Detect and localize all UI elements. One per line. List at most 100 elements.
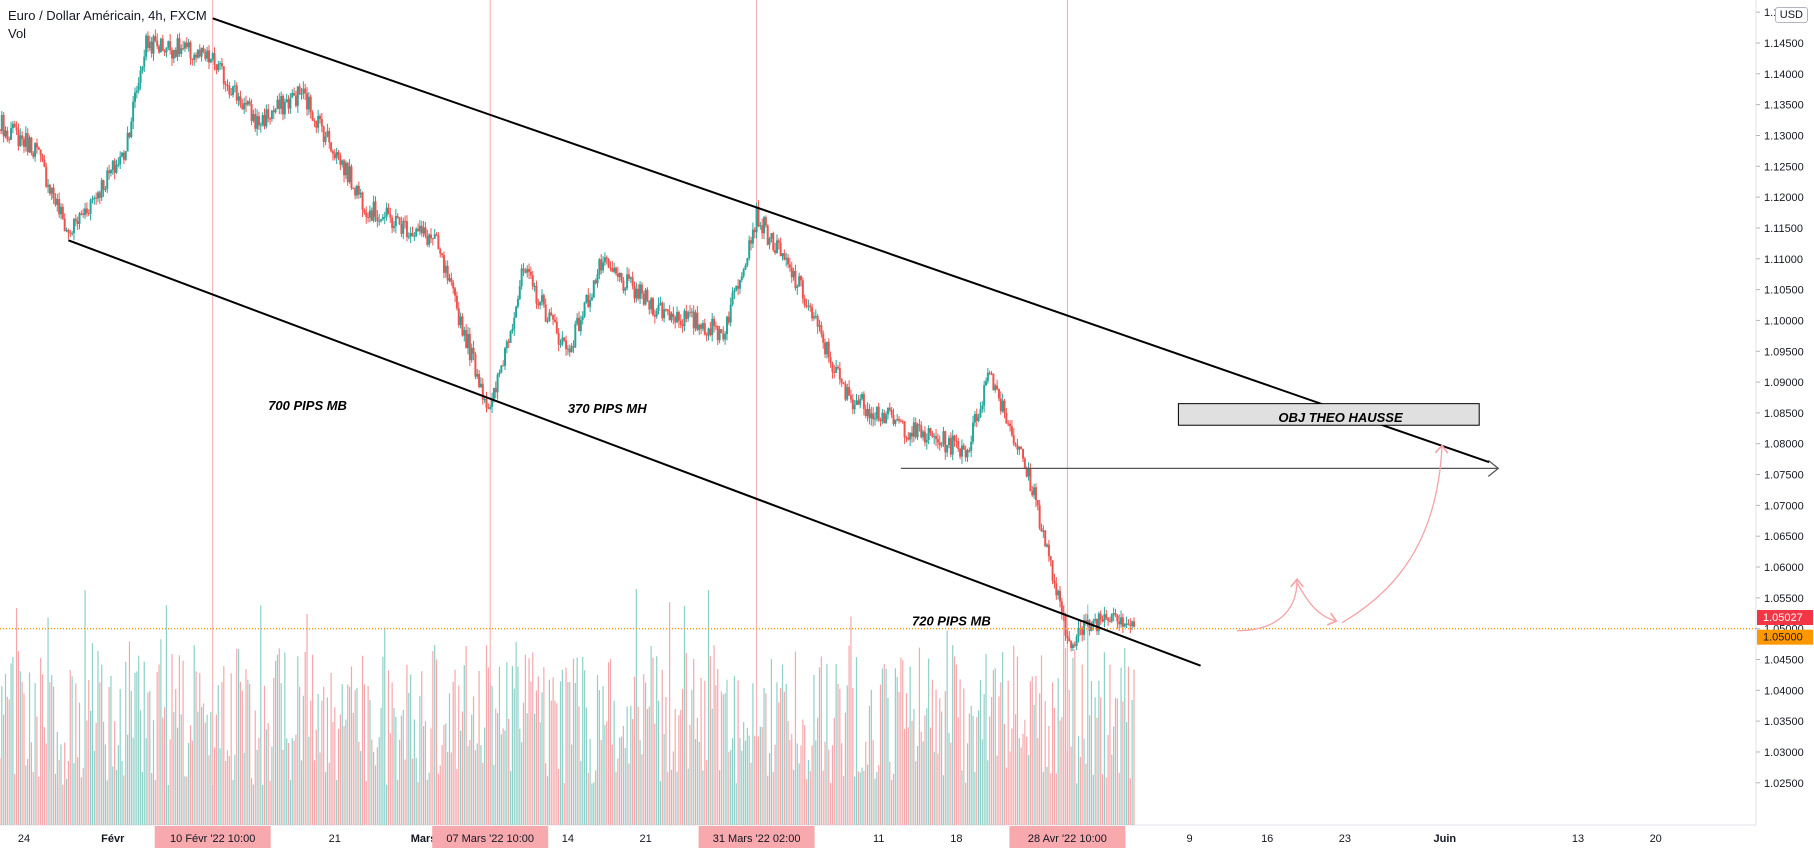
volume-bar bbox=[47, 617, 49, 825]
candle-body bbox=[774, 250, 777, 253]
volume-bar bbox=[1079, 756, 1081, 825]
volume-bar bbox=[665, 696, 667, 825]
volume-bar bbox=[487, 667, 489, 825]
candle-body bbox=[835, 367, 838, 373]
candle-body bbox=[946, 445, 949, 453]
event-vertical-lines bbox=[212, 0, 1068, 825]
volume-legend[interactable]: Vol bbox=[8, 26, 27, 41]
volume-bar bbox=[184, 776, 186, 825]
candle-body bbox=[126, 132, 129, 152]
candle-body bbox=[557, 333, 560, 345]
price-tick-label: 1.04000 bbox=[1764, 685, 1804, 697]
volume-bar bbox=[837, 683, 839, 825]
volume-bar bbox=[622, 726, 624, 825]
volume-bar bbox=[576, 657, 578, 825]
volume-bar bbox=[800, 745, 802, 825]
candle-body bbox=[1001, 400, 1004, 412]
volume-bar bbox=[191, 740, 193, 825]
price-tick-label: 1.06500 bbox=[1764, 531, 1804, 543]
candle-body bbox=[1120, 617, 1123, 625]
volume-bar bbox=[889, 761, 891, 825]
volume-bar bbox=[415, 757, 417, 825]
volume-bar bbox=[101, 664, 103, 825]
candle-body bbox=[1081, 628, 1084, 635]
volume-bar bbox=[526, 713, 528, 825]
candle-body bbox=[574, 323, 577, 348]
candle-body bbox=[1012, 435, 1015, 444]
volume-bar bbox=[532, 652, 534, 825]
candle-body bbox=[282, 96, 284, 115]
volume-bar bbox=[365, 780, 367, 825]
volume-bar bbox=[850, 616, 852, 825]
volume-bar bbox=[480, 745, 482, 825]
volume-bar bbox=[1133, 669, 1135, 825]
time-highlight-box bbox=[1009, 826, 1126, 848]
volume-bar bbox=[685, 652, 687, 825]
volume-bar bbox=[772, 771, 774, 825]
candle-body bbox=[313, 120, 316, 122]
volume-bar bbox=[432, 651, 434, 825]
candle-body bbox=[999, 398, 1002, 412]
candle-body bbox=[848, 387, 851, 396]
volume-bar bbox=[650, 646, 652, 825]
candle-body bbox=[159, 38, 162, 53]
volume-bar bbox=[236, 648, 238, 825]
volume-bar bbox=[578, 706, 580, 825]
volume-bar bbox=[1013, 645, 1015, 825]
candle-body bbox=[143, 56, 146, 67]
candle-body bbox=[341, 160, 344, 165]
candle-body bbox=[413, 236, 416, 238]
volume-bar bbox=[210, 712, 212, 825]
volume-bar bbox=[589, 738, 591, 825]
volume-bar bbox=[804, 725, 806, 825]
volume-bar bbox=[352, 713, 354, 825]
volume-bar bbox=[1092, 774, 1094, 825]
volume-bar bbox=[171, 653, 173, 825]
candle-body bbox=[611, 268, 614, 272]
candle-body bbox=[639, 284, 642, 299]
time-tick-label: 21 bbox=[329, 833, 341, 845]
candle-body bbox=[48, 184, 51, 194]
volume-bar bbox=[719, 770, 721, 825]
candle-body bbox=[829, 357, 832, 364]
candle-body bbox=[822, 333, 825, 343]
candle-body bbox=[161, 38, 164, 51]
volume-bar bbox=[1039, 693, 1041, 825]
price-tick-label: 1.05500 bbox=[1764, 593, 1804, 605]
candle-body bbox=[54, 198, 57, 205]
volume-bar bbox=[267, 722, 269, 825]
candle-body bbox=[13, 123, 16, 128]
volume-bar bbox=[1044, 701, 1046, 825]
volume-bar bbox=[276, 654, 279, 825]
volume-bar bbox=[508, 718, 510, 825]
candle-body bbox=[507, 341, 510, 343]
volume-bar bbox=[482, 762, 484, 825]
candle-body bbox=[596, 274, 599, 284]
candle-body bbox=[28, 137, 31, 153]
volume-bar bbox=[663, 733, 665, 825]
candle-body bbox=[311, 112, 314, 121]
candle-body bbox=[1101, 619, 1104, 622]
candle-body bbox=[122, 152, 125, 160]
candle-body bbox=[526, 268, 529, 273]
candle-body bbox=[324, 136, 327, 142]
volume-bar bbox=[206, 714, 208, 825]
candle-body bbox=[1027, 468, 1030, 477]
symbol-title[interactable]: Euro / Dollar Américain, 4h, FXCM bbox=[8, 8, 207, 23]
candle-body bbox=[986, 372, 989, 382]
candle-body bbox=[683, 310, 686, 327]
candle-body bbox=[435, 234, 438, 236]
volume-bar bbox=[71, 676, 73, 825]
candle-body bbox=[903, 421, 906, 438]
drawing-tools[interactable]: OBJ THEO HAUSSE 700 PIPS MB 370 PIPS MH 720… bbox=[0, 17, 1756, 667]
candle-body bbox=[960, 445, 963, 457]
candle-body bbox=[539, 301, 542, 306]
volume-bar bbox=[1050, 773, 1052, 825]
candle-body bbox=[246, 101, 249, 105]
price-tick-label: 1.03500 bbox=[1764, 716, 1804, 728]
volume-bar bbox=[273, 677, 275, 825]
currency-button[interactable]: USD bbox=[1774, 7, 1808, 23]
candle-body bbox=[1049, 556, 1052, 561]
candle-body bbox=[670, 313, 673, 321]
